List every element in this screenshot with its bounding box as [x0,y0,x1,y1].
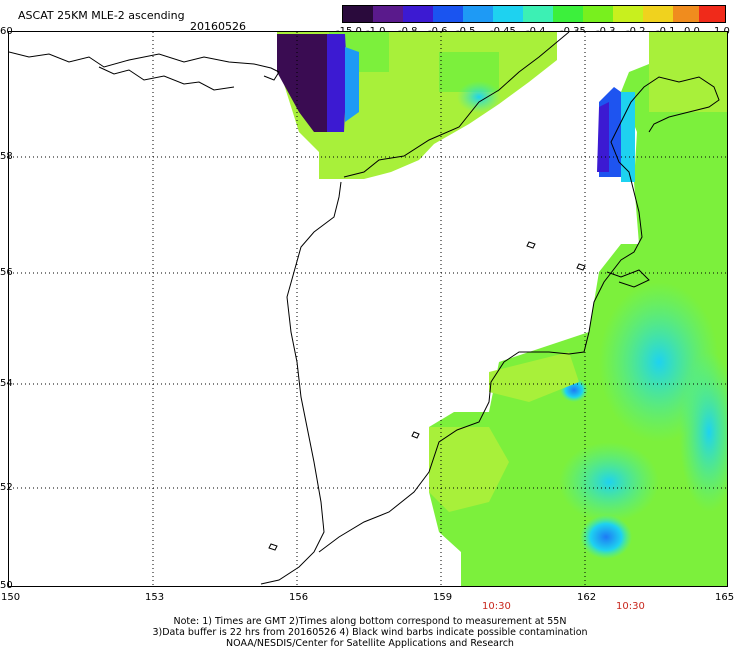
lat-label: 54 [0,378,13,389]
swath-east-area [429,32,727,586]
note-line-1: Note: 1) Times are GMT 2)Times along bot… [173,616,567,627]
coast-north-okhotsk [9,51,280,81]
coast-okhotsk-east [343,32,570,178]
cb-swatch-8 [583,6,613,22]
coast-island [268,543,278,551]
note-line-2: 3)Data buffer is 22 hrs from 20160526 4)… [152,627,588,638]
pass-time: 10:30 [616,601,645,612]
swath-cyan-patch [457,81,501,113]
cb-swatch-4 [463,6,493,22]
swath-lightblue-edge [345,47,359,122]
swath-purple-strip [597,102,609,172]
colorbar-swatches [343,6,725,22]
map-canvas [9,32,727,586]
cb-swatch-11 [673,6,699,22]
lon-label: 153 [145,592,165,603]
lon-label: 159 [433,592,453,603]
map-title: ASCAT 25KM MLE-2 ascending [18,9,185,22]
footer-notes: Note: 1) Times are GMT 2)Times along bot… [100,616,640,649]
coast-taui-bay [98,66,235,91]
cb-swatch-0 [343,6,373,22]
swath-north [277,32,557,179]
coast-island [576,263,586,271]
swath-lime-patch [489,352,579,402]
lat-label: 58 [0,151,13,162]
cb-swatch-7 [553,6,583,22]
cb-swatch-1 [373,6,403,22]
swath-purple-edge [277,34,331,132]
cb-swatch-6 [523,6,553,22]
swath-blue-edge [327,34,347,132]
swath-blue-patch [580,515,632,559]
note-line-3: NOAA/NESDIS/Center for Satellite Applica… [226,638,514,649]
lat-label: 56 [0,267,13,278]
coast-kamchatka-southeast [318,76,720,553]
swath-cyan-edge [621,92,635,182]
lat-label: 50 [0,580,13,591]
colorbar [342,5,726,23]
coast-island [526,241,536,249]
cb-swatch-12 [699,6,725,22]
pass-time: 10:30 [482,601,511,612]
lat-label: 52 [0,482,13,493]
coast-kamchatka-west [260,181,342,585]
cb-swatch-10 [643,6,673,22]
wind-map [8,31,728,587]
lon-label: 156 [289,592,309,603]
cb-swatch-9 [613,6,643,22]
coastlines [9,32,720,585]
lon-label: 162 [577,592,597,603]
lat-label: 60 [0,26,13,37]
swath-east-lime [649,32,727,112]
map-date: 20160526 [190,20,246,33]
coast-karaginsky [606,269,650,288]
swath-cyan-patch [559,442,659,522]
cb-swatch-3 [433,6,463,22]
lon-label: 165 [715,592,735,603]
cb-swatch-2 [403,6,433,22]
swath-cyan-patch [679,352,727,512]
lon-label: 150 [1,592,21,603]
swath-lime-patch [429,427,509,512]
lat-lon-grid [9,32,727,586]
cb-swatch-5 [493,6,523,22]
coast-island [411,431,420,439]
